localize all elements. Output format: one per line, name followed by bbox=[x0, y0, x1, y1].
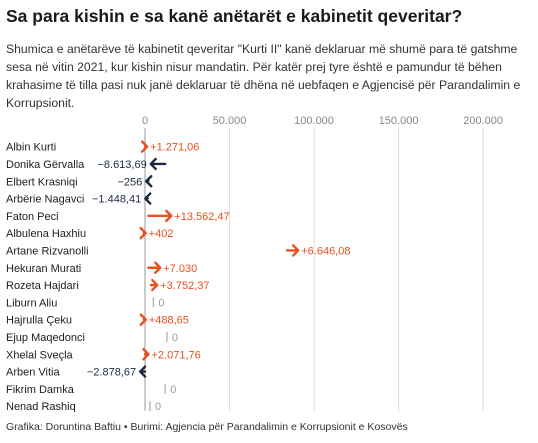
data-row: Arben Vitia −2.878,67 bbox=[6, 365, 147, 379]
row-name-label: Albulena Haxhiu bbox=[6, 228, 86, 240]
data-row: Donika Gërvalla −8.613,69 bbox=[6, 157, 167, 171]
data-row: Albulena Haxhiu +402 bbox=[6, 226, 174, 240]
x-tick-label: 50.000 bbox=[213, 115, 247, 127]
value-label: +1.271,06 bbox=[150, 142, 199, 154]
value-label: +2.071,76 bbox=[152, 349, 201, 361]
arrow-right-icon bbox=[140, 140, 149, 153]
arrow-right-icon bbox=[165, 209, 173, 223]
data-row: Nenad Rashiq 0 bbox=[6, 401, 161, 412]
data-row: Faton Peci +13.562,47 bbox=[6, 209, 230, 223]
row-name-label: Liburn Aliu bbox=[6, 297, 57, 309]
value-label: 0 bbox=[158, 297, 164, 309]
value-label: −8.613,69 bbox=[97, 159, 146, 171]
row-name-label: Faton Peci bbox=[6, 211, 59, 223]
data-row: Xhelal Sveçla +2.071,76 bbox=[6, 348, 201, 361]
arrow-right-icon bbox=[292, 244, 300, 257]
x-tick-label: 100.000 bbox=[294, 115, 334, 127]
value-label: +13.562,47 bbox=[174, 211, 229, 223]
chart-title: Sa para kishin e sa kanë anëtarët e kabi… bbox=[6, 6, 463, 26]
row-name-label: Nenad Rashiq bbox=[6, 401, 76, 412]
row-name-label: Fikrim Damka bbox=[6, 384, 75, 396]
row-name-label: Ejup Maqedonci bbox=[6, 332, 85, 344]
row-name-label: Artane Rizvanolli bbox=[6, 245, 89, 257]
row-name-label: Donika Gërvalla bbox=[6, 159, 85, 171]
x-tick-label: 150.000 bbox=[379, 115, 419, 127]
data-row: Rozeta Hajdari +3.752,37 bbox=[6, 278, 210, 292]
source-credit: Grafika: Doruntina Baftiu • Burimi: Agje… bbox=[6, 421, 408, 433]
value-label: +3.752,37 bbox=[160, 280, 209, 292]
data-row: Liburn Aliu 0 bbox=[6, 297, 165, 309]
x-tick-label: 0 bbox=[142, 115, 148, 127]
arrow-right-icon bbox=[154, 261, 162, 274]
arrow-left-icon bbox=[144, 192, 152, 205]
value-label: −1.448,41 bbox=[92, 194, 141, 206]
arrow-right-icon bbox=[139, 313, 148, 326]
value-label: −2.878,67 bbox=[87, 367, 136, 379]
row-name-label: Hekuran Murati bbox=[6, 263, 81, 275]
grid-lines bbox=[144, 128, 484, 411]
value-label: 0 bbox=[155, 401, 161, 412]
row-name-label: Elbert Krasniqi bbox=[6, 176, 78, 188]
value-label: +402 bbox=[149, 228, 174, 240]
arrow-left-icon bbox=[145, 175, 153, 188]
arrow-right-icon bbox=[139, 226, 147, 240]
data-row: Hajrulla Çeku +488,65 bbox=[6, 313, 189, 327]
data-row: Fikrim Damka 0 bbox=[6, 383, 176, 396]
value-label: +7.030 bbox=[163, 263, 197, 275]
row-name-label: Albin Kurti bbox=[6, 142, 56, 154]
row-name-label: Xhelal Sveçla bbox=[6, 349, 74, 361]
value-label: 0 bbox=[170, 384, 176, 396]
value-label: +488,65 bbox=[149, 315, 189, 327]
value-label: −256 bbox=[117, 176, 142, 188]
data-row: Ejup Maqedonci 0 bbox=[6, 331, 178, 344]
x-tick-label: 200.000 bbox=[463, 115, 503, 127]
x-axis-ticks: 0 50.000 100.000 150.000 200.000 bbox=[142, 115, 503, 127]
arrow-left-icon bbox=[138, 365, 147, 378]
value-label: 0 bbox=[172, 332, 178, 344]
data-row: Hekuran Murati +7.030 bbox=[6, 261, 197, 275]
arrow-right-icon bbox=[151, 278, 159, 292]
data-rows: Albin Kurti +1.271,06 Donika Gërvalla −8.61… bbox=[6, 140, 350, 412]
value-label: +6.646,08 bbox=[301, 245, 350, 257]
data-row: Artane Rizvanolli +6.646,08 bbox=[6, 244, 350, 257]
data-row: Elbert Krasniqi −256 bbox=[6, 175, 153, 188]
arrow-chart: 0 50.000 100.000 150.000 200.000 Albin Kurti… bbox=[6, 115, 503, 412]
data-row: Arbërie Nagavci −1.448,41 bbox=[6, 192, 152, 206]
row-name-label: Rozeta Hajdari bbox=[6, 280, 79, 292]
chart-subtitle: Shumica e anëtarëve të kabinetit qeverit… bbox=[6, 42, 521, 110]
row-name-label: Arben Vitia bbox=[6, 367, 60, 379]
arrow-left-icon bbox=[149, 157, 157, 171]
row-name-label: Hajrulla Çeku bbox=[6, 315, 72, 327]
arrow-right-icon bbox=[142, 348, 150, 361]
data-row: Albin Kurti +1.271,06 bbox=[6, 140, 199, 154]
row-name-label: Arbërie Nagavci bbox=[6, 194, 84, 206]
